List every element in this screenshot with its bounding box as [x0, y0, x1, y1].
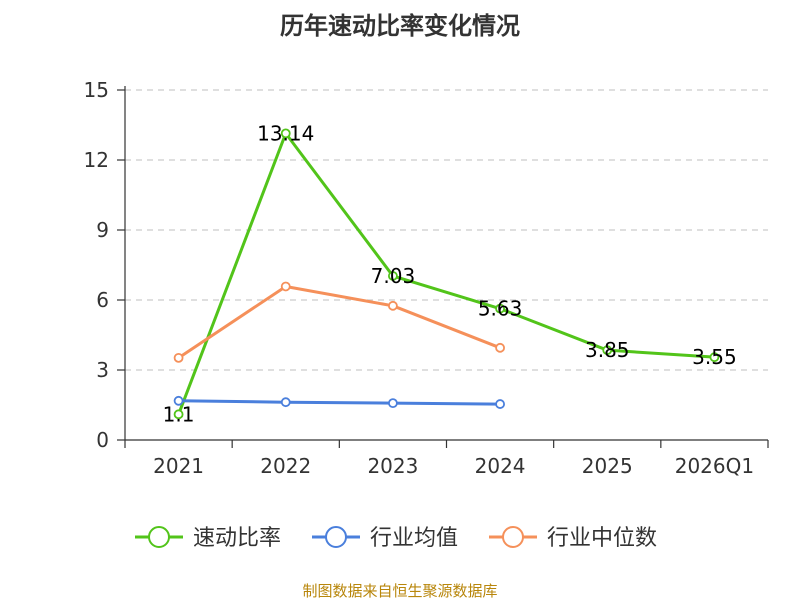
x-tick-label-2021: 2021	[153, 454, 204, 478]
legend-marker-1	[325, 526, 347, 548]
source-note: 制图数据来自恒生聚源数据库	[302, 582, 497, 600]
data-labels: 1.1 13.14 7.03 5.63 3.85 3.55	[163, 121, 737, 426]
series-1-point-2023	[388, 398, 398, 409]
data-label-2026Q1: 3.55	[692, 345, 737, 369]
data-label-2023: 7.03	[371, 264, 416, 288]
series-0-point-2024	[495, 303, 505, 314]
series-2-point-2022	[280, 281, 291, 292]
y-tick-label-0: 0	[96, 428, 109, 452]
y-tick-label-3: 3	[96, 358, 109, 382]
legend: 速动比率 行业均值 行业中位数	[135, 526, 657, 551]
series-0-point-2025	[602, 345, 613, 356]
chart-title: 历年速动比率变化情况	[280, 12, 520, 40]
grid-lines	[125, 89, 768, 371]
data-label-2022: 13.14	[257, 121, 314, 145]
y-tick-label-9: 9	[96, 218, 109, 242]
series-1-point-2022	[280, 397, 291, 408]
x-tick-label-2025: 2025	[582, 454, 633, 478]
series-2-point-2024	[495, 342, 505, 353]
series-2-point-2023	[388, 300, 398, 311]
legend-label-1: 行业均值	[370, 526, 458, 551]
series-line-1	[178, 399, 501, 406]
data-label-2025: 3.85	[585, 338, 630, 362]
series-0-point-2022	[280, 128, 291, 139]
data-label-2024: 5.63	[478, 297, 523, 321]
x-tick-label-2026Q1: 2026Q1	[675, 454, 754, 478]
x-tick-label-2022: 2022	[260, 454, 311, 478]
series-1-point-2021	[173, 395, 184, 406]
series-layer	[173, 128, 720, 420]
series-2-point-2021	[173, 352, 184, 363]
y-tick-label-12: 12	[84, 148, 109, 172]
legend-label-0: 速动比率	[193, 526, 281, 551]
data-label-2021: 1.1	[163, 402, 195, 426]
x-tick-label-2023: 2023	[367, 454, 418, 478]
series-0-point-2021	[173, 409, 184, 420]
series-1-point-2024	[495, 399, 505, 409]
y-tick-label-6: 6	[96, 288, 109, 312]
series-line-0	[177, 131, 715, 415]
x-tick-label-2024: 2024	[475, 454, 526, 478]
legend-marker-0	[148, 526, 170, 548]
legend-label-2: 行业中位数	[547, 526, 657, 551]
series-0-point-2023	[388, 271, 398, 281]
legend-marker-2	[502, 526, 524, 548]
series-line-2	[177, 284, 501, 360]
axes: 0 3 6 9 12 15 2021 2022 2023 2024 2025 2026Q1	[84, 78, 769, 478]
series-0-point-2026Q1	[709, 352, 720, 363]
y-tick-label-15: 15	[84, 78, 109, 102]
